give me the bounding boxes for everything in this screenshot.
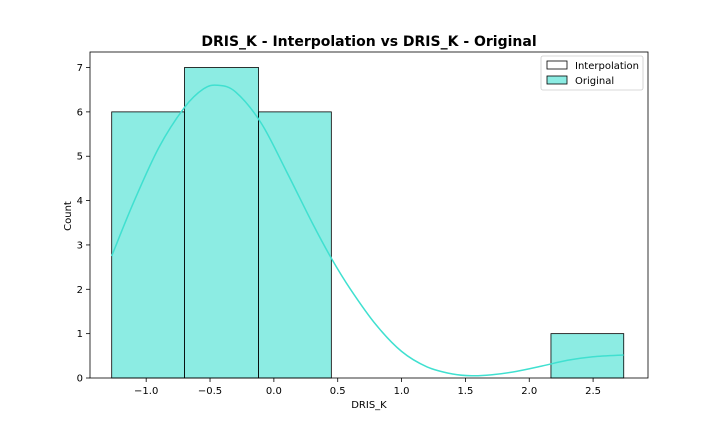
y-axis-label: Count bbox=[63, 201, 74, 231]
y-tick-label: 5 bbox=[77, 152, 83, 163]
y-axis: 0 1 2 3 4 5 6 7 bbox=[77, 63, 90, 385]
legend-swatch-interpolation bbox=[546, 60, 568, 70]
y-tick-label: 2 bbox=[77, 285, 83, 296]
plot-area bbox=[111, 67, 625, 379]
x-tick-label: −1.0 bbox=[134, 386, 158, 397]
y-tick-label: 0 bbox=[77, 374, 83, 385]
legend-label-original: Original bbox=[575, 76, 614, 87]
x-tick-label: 1.0 bbox=[394, 386, 410, 397]
x-tick-label: 2.0 bbox=[521, 386, 537, 397]
y-tick-label: 7 bbox=[77, 63, 83, 74]
x-tick-label: 2.5 bbox=[585, 386, 601, 397]
y-tick-label: 3 bbox=[77, 240, 83, 251]
histogram-bar bbox=[184, 67, 259, 379]
x-tick-label: 1.5 bbox=[457, 386, 473, 397]
legend-swatch-original bbox=[546, 75, 568, 85]
legend-label-interpolation: Interpolation bbox=[575, 61, 639, 72]
x-tick-label: −0.5 bbox=[198, 386, 222, 397]
x-tick-label: 0.0 bbox=[266, 386, 282, 397]
plot-frame bbox=[89, 51, 649, 379]
y-tick-label: 4 bbox=[77, 196, 83, 207]
histogram-bar bbox=[258, 111, 332, 379]
x-tick-label: 0.5 bbox=[330, 386, 346, 397]
x-axis: −1.0 −0.5 0.0 0.5 1.0 1.5 2.0 2.5 bbox=[134, 378, 601, 397]
y-tick-label: 1 bbox=[77, 329, 83, 340]
x-axis-label: DRIS_K bbox=[351, 400, 387, 411]
chart-title: DRIS_K - Interpolation vs DRIS_K - Origi… bbox=[201, 34, 536, 50]
kde-line bbox=[111, 84, 624, 377]
legend: Interpolation Original bbox=[540, 55, 644, 91]
histogram-bar bbox=[111, 111, 185, 379]
y-tick-label: 6 bbox=[77, 107, 83, 118]
